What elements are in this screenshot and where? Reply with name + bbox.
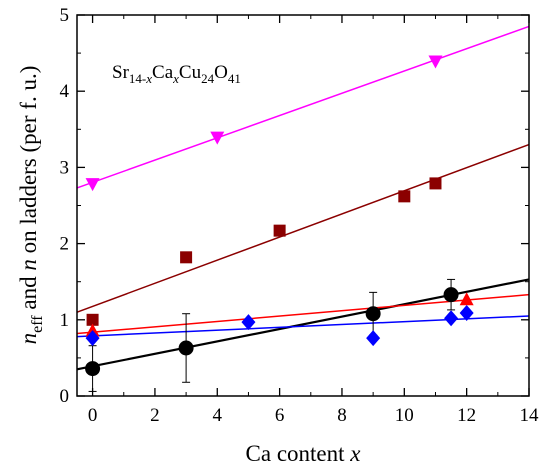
data-point-circle xyxy=(178,340,194,356)
fit-line xyxy=(76,278,530,371)
y-tick-label: 4 xyxy=(60,81,70,102)
fit-line xyxy=(76,143,530,313)
data-point-triangle-up xyxy=(85,323,100,337)
y-tick-label: 3 xyxy=(60,157,70,178)
data-point-triangle-down xyxy=(428,55,443,69)
data-point-circle xyxy=(443,287,459,303)
x-tick-label: 8 xyxy=(337,405,347,426)
x-axis-label: Ca content x xyxy=(246,441,362,466)
x-tick-label: 12 xyxy=(457,405,476,426)
data-point-square xyxy=(180,251,193,264)
fit-lines xyxy=(76,25,530,371)
x-tick-label: 0 xyxy=(88,405,98,426)
x-tick-label: 10 xyxy=(395,405,414,426)
x-tick-label: 4 xyxy=(213,405,223,426)
y-ticks: 0 1 2 3 4 5 xyxy=(60,5,529,407)
y-tick-label: 1 xyxy=(60,310,70,331)
data-point-square xyxy=(273,224,286,237)
x-tick-label: 2 xyxy=(150,405,160,426)
chart-annotation: Sr14-xCaxCu24O41 xyxy=(112,62,241,86)
data-point-diamond xyxy=(459,304,474,321)
data-point-diamond xyxy=(85,330,100,347)
data-point-square xyxy=(429,177,442,190)
y-tick-label: 0 xyxy=(60,386,70,407)
x-tick-label: 6 xyxy=(275,405,285,426)
error-bars xyxy=(88,278,456,392)
data-point-triangle-down xyxy=(85,178,100,192)
data-markers xyxy=(85,55,474,377)
data-point-circle xyxy=(365,306,381,322)
data-point-triangle-down xyxy=(210,131,225,145)
y-axis-label: neff and n on ladders (per f. u.) xyxy=(16,66,46,345)
y-tick-label: 5 xyxy=(60,5,70,26)
fit-line xyxy=(76,25,530,189)
x-tick-label: 14 xyxy=(520,405,540,426)
y-tick-label: 2 xyxy=(60,234,70,255)
x-ticks: 0 2 4 6 8 10 12 14 xyxy=(88,15,539,426)
data-point-diamond xyxy=(241,314,256,331)
data-point-square xyxy=(86,313,99,326)
data-point-diamond xyxy=(366,330,381,347)
data-point-triangle-up xyxy=(459,292,474,306)
data-point-circle xyxy=(85,361,101,377)
data-point-square xyxy=(398,190,411,203)
data-point-diamond xyxy=(444,310,459,327)
fit-line xyxy=(76,315,530,338)
